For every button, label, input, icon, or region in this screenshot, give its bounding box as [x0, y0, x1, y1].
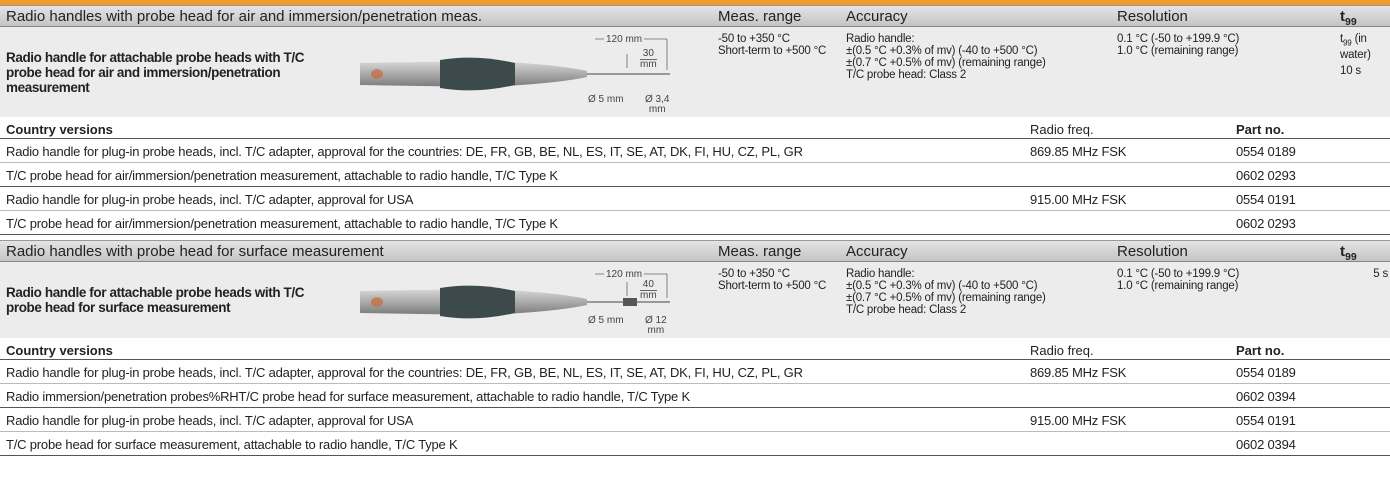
cv-description-header: Country versions [6, 343, 113, 358]
section-header: Radio handles with probe head for surfac… [0, 240, 1390, 262]
cv-part-no: 0554 0191 [1236, 413, 1296, 428]
meas-range-line: -50 to +350 °C [718, 33, 826, 45]
col-resolution: Resolution [1117, 8, 1188, 25]
cv-part-no: 0602 0293 [1236, 168, 1296, 183]
col-resolution: Resolution [1117, 243, 1188, 260]
dim-tip-diameter-unit: mm [645, 326, 667, 336]
cv-description: T/C probe head for surface measurement, … [6, 437, 457, 452]
country-version-row: T/C probe head for air/immersion/penetra… [0, 163, 1390, 187]
cv-radio-freq-header: Radio freq. [1030, 122, 1094, 137]
resolution-line: 0.1 °C (-50 to +199.9 °C) [1117, 33, 1239, 45]
accuracy-line: ±(0.5 °C +0.3% of mv) (-40 to +500 °C) [846, 280, 1046, 292]
col-accuracy: Accuracy [846, 243, 908, 260]
dim-tip-length-unit: mm [640, 60, 657, 70]
meas-range-line: -50 to +350 °C [718, 268, 826, 280]
country-version-row: T/C probe head for air/immersion/penetra… [0, 211, 1390, 235]
accuracy-line: T/C probe head: Class 2 [846, 304, 1046, 316]
cv-part-no: 0554 0191 [1236, 192, 1296, 207]
col-t99: t99 [1340, 8, 1357, 28]
cv-description: Radio handle for plug-in probe heads, in… [6, 144, 803, 159]
accuracy: Radio handle:±(0.5 °C +0.3% of mv) (-40 … [846, 33, 1046, 81]
country-version-row: Radio handle for plug-in probe heads, in… [0, 360, 1390, 384]
cv-radio-freq: 869.85 MHz FSK [1030, 365, 1126, 380]
dim-tip-length-unit: mm [640, 291, 657, 301]
country-version-row: Radio handle for plug-in probe heads, in… [0, 187, 1390, 211]
cv-radio-freq: 915.00 MHz FSK [1030, 192, 1126, 207]
section-title: Radio handles with probe head for air an… [6, 8, 482, 25]
meas-range-line: Short-term to +500 °C [718, 45, 826, 57]
section-title: Radio handles with probe head for surfac… [6, 243, 384, 260]
resolution-line: 0.1 °C (-50 to +199.9 °C) [1117, 268, 1239, 280]
cv-part-no: 0554 0189 [1236, 144, 1296, 159]
cv-description: Radio handle for plug-in probe heads, in… [6, 413, 413, 428]
cv-description: T/C probe head for air/immersion/penetra… [6, 216, 558, 231]
cv-radio-freq-header: Radio freq. [1030, 343, 1094, 358]
accuracy-line: ±(0.7 °C +0.5% of mv) (remaining range) [846, 57, 1046, 69]
meas-range-line: Short-term to +500 °C [718, 280, 826, 292]
col-accuracy: Accuracy [846, 8, 908, 25]
dim-tip-diameter-unit: mm [645, 105, 669, 115]
country-version-row: T/C probe head for surface measurement, … [0, 432, 1390, 456]
country-versions-header: Country versions Radio freq. Part no. [0, 338, 1390, 360]
accuracy-line: T/C probe head: Class 2 [846, 69, 1046, 81]
col-meas-range: Meas. range [718, 8, 801, 25]
product-row: Radio handle for attachable probe heads … [0, 262, 1390, 338]
cv-part-no-header: Part no. [1236, 343, 1284, 358]
product-name: Radio handle for attachable probe heads … [6, 50, 336, 95]
cv-description: T/C probe head for air/immersion/penetra… [6, 168, 558, 183]
resolution-line: 1.0 °C (remaining range) [1117, 280, 1239, 292]
cv-part-no: 0554 0189 [1236, 365, 1296, 380]
dim-length: 120 mm [604, 270, 644, 280]
cv-part-no: 0602 0394 [1236, 437, 1296, 452]
product-row: Radio handle for attachable probe heads … [0, 27, 1390, 117]
cv-description: Radio immersion/penetration probes%RHT/C… [6, 389, 690, 404]
cv-description-header: Country versions [6, 122, 113, 137]
dim-handle-diameter: Ø 5 mm [588, 95, 624, 105]
cv-description: Radio handle for plug-in probe heads, in… [6, 192, 413, 207]
accuracy-line: Radio handle: [846, 33, 1046, 45]
page: Radio handles with probe head for air an… [0, 0, 1390, 480]
cv-part-no: 0602 0394 [1236, 389, 1296, 404]
t99-value: 5 s [1340, 268, 1388, 280]
dim-handle-diameter: Ø 5 mm [588, 316, 624, 326]
t99: t99(in water) 10 s [1340, 33, 1388, 77]
accuracy-line: ±(0.5 °C +0.3% of mv) (-40 to +500 °C) [846, 45, 1046, 57]
col-meas-range: Meas. range [718, 243, 801, 260]
t99-label: t99(in water) [1340, 33, 1388, 61]
country-version-row: Radio handle for plug-in probe heads, in… [0, 408, 1390, 432]
resolution-line: 1.0 °C (remaining range) [1117, 45, 1239, 57]
section-header: Radio handles with probe head for air an… [0, 5, 1390, 27]
country-version-row: Radio immersion/penetration probes%RHT/C… [0, 384, 1390, 408]
cv-part-no-header: Part no. [1236, 122, 1284, 137]
cv-description: Radio handle for plug-in probe heads, in… [6, 365, 803, 380]
t99-value: 10 s [1340, 65, 1388, 77]
accuracy-line: ±(0.7 °C +0.5% of mv) (remaining range) [846, 292, 1046, 304]
accuracy-line: Radio handle: [846, 268, 1046, 280]
country-version-row: Radio handle for plug-in probe heads, in… [0, 139, 1390, 163]
col-t99: t99 [1340, 243, 1357, 263]
country-versions-header: Country versions Radio freq. Part no. [0, 117, 1390, 139]
cv-part-no: 0602 0293 [1236, 216, 1296, 231]
accuracy: Radio handle:±(0.5 °C +0.3% of mv) (-40 … [846, 268, 1046, 316]
t99: 5 s [1340, 268, 1388, 280]
cv-radio-freq: 915.00 MHz FSK [1030, 413, 1126, 428]
resolution: 0.1 °C (-50 to +199.9 °C)1.0 °C (remaini… [1117, 268, 1239, 292]
dim-length: 120 mm [604, 35, 644, 45]
cv-radio-freq: 869.85 MHz FSK [1030, 144, 1126, 159]
t99-sub: 99 [1343, 38, 1352, 47]
resolution: 0.1 °C (-50 to +199.9 °C)1.0 °C (remaini… [1117, 33, 1239, 57]
product-name: Radio handle for attachable probe heads … [6, 285, 336, 315]
